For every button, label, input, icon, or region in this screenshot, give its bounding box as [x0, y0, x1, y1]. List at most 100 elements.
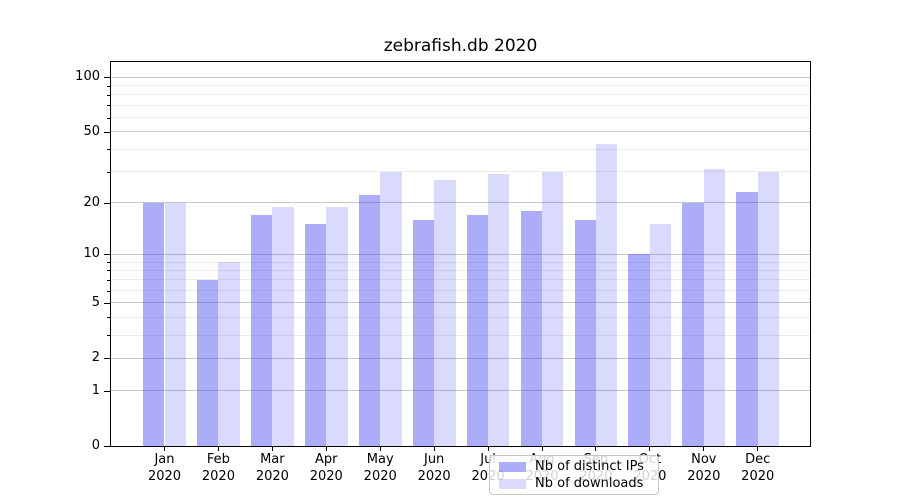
chart-title: zebrafish.db 2020 — [383, 36, 538, 56]
bar-distinct-ips-nov — [682, 202, 704, 446]
bar-downloads-may — [380, 171, 402, 446]
y-minor-tick-90 — [107, 85, 110, 87]
y-minor-tick-70 — [107, 105, 110, 107]
x-tick-mar — [271, 446, 273, 451]
x-tick-month: Apr — [315, 452, 338, 467]
bar-distinct-ips-feb — [197, 279, 219, 446]
x-tick-year: 2020 — [255, 468, 289, 484]
y-minor-tick-4 — [107, 317, 110, 319]
y-tick-0 — [104, 446, 110, 447]
y-tick-50 — [104, 131, 110, 133]
bar-downloads-mar — [272, 206, 294, 446]
y-minor-tick-80 — [107, 94, 110, 96]
x-tick-month: Mar — [260, 452, 285, 467]
bar-downloads-nov — [703, 169, 726, 446]
y-tick-label-0: 0 — [91, 438, 100, 453]
x-tick-year: 2020 — [309, 468, 343, 484]
bar-distinct-ips-jun — [412, 219, 435, 446]
bar-downloads-jul — [488, 174, 510, 446]
bar-downloads-apr — [326, 206, 348, 446]
gridline-minor-9 — [111, 261, 810, 263]
x-tick-label-jan: Jan 2020 — [133, 452, 197, 485]
x-tick-jul — [487, 446, 489, 451]
y-tick-10 — [104, 254, 110, 256]
plot-area: Nb of distinct IPs Nb of downloads — [110, 61, 811, 495]
x-tick-apr — [325, 446, 327, 451]
legend-swatch-distinct-ips — [499, 461, 526, 472]
bar-distinct-ips-jul — [466, 215, 489, 446]
bar-downloads-sep — [595, 143, 618, 446]
x-tick-year: 2020 — [417, 468, 451, 484]
gridline-major-20 — [111, 202, 810, 204]
gridline-minor-8 — [111, 269, 810, 271]
gridline-minor-60 — [111, 117, 810, 119]
gridline-major-100 — [111, 76, 810, 78]
y-tick-label-100: 100 — [75, 69, 100, 85]
gridline-major-5 — [111, 302, 810, 304]
x-tick-month: Jan — [154, 452, 175, 467]
bar-downloads-oct — [649, 224, 672, 446]
x-tick-may — [379, 446, 381, 451]
x-tick-year: 2020 — [687, 468, 721, 484]
y-tick-label-1: 1 — [91, 382, 100, 398]
legend-entry-downloads: Nb of downloads — [499, 476, 658, 492]
y-tick-label-2: 2 — [91, 350, 100, 366]
x-tick-oct — [649, 446, 651, 451]
legend: Nb of distinct IPs Nb of downloads — [489, 455, 659, 495]
x-tick-month: Dec — [745, 452, 771, 467]
x-tick-label-nov: Nov 2020 — [672, 452, 736, 485]
x-tick-month: Jun — [423, 452, 445, 467]
bar-distinct-ips-aug — [520, 210, 542, 446]
x-tick-nov — [703, 446, 705, 451]
x-tick-sep — [595, 446, 597, 451]
x-tick-month: May — [366, 452, 394, 467]
x-tick-label-feb: Feb 2020 — [186, 452, 250, 485]
gridline-minor-70 — [111, 104, 810, 106]
gridline-minor-6 — [111, 290, 810, 292]
y-minor-tick-7 — [107, 279, 110, 281]
x-tick-label-may: May 2020 — [348, 452, 412, 485]
x-tick-jan — [164, 446, 165, 451]
x-tick-label-jun: Jun 2020 — [402, 452, 466, 485]
legend-label-downloads: Nb of downloads — [535, 475, 644, 491]
y-tick-2 — [104, 358, 110, 360]
y-minor-tick-60 — [107, 117, 110, 119]
bar-distinct-ips-oct — [628, 254, 650, 446]
x-tick-month: Nov — [691, 452, 717, 467]
x-tick-feb — [217, 446, 219, 451]
bar-downloads-aug — [542, 171, 564, 446]
y-tick-label-10: 10 — [83, 246, 100, 262]
y-minor-tick-3 — [107, 335, 110, 337]
bar-distinct-ips-dec — [736, 192, 758, 446]
y-tick-1 — [104, 390, 110, 392]
gridline-minor-4 — [111, 316, 810, 318]
gridline-major-50 — [111, 131, 810, 133]
y-minor-tick-6 — [107, 290, 110, 292]
gridline-major-10 — [111, 253, 810, 255]
y-tick-5 — [104, 302, 110, 304]
bar-distinct-ips-jan — [143, 202, 165, 446]
bar-downloads-jan — [164, 202, 186, 446]
bar-distinct-ips-apr — [304, 224, 327, 446]
bar-distinct-ips-sep — [574, 219, 596, 446]
y-minor-tick-9 — [107, 262, 110, 263]
x-tick-label-apr: Apr 2020 — [294, 452, 358, 485]
legend-swatch-downloads — [499, 478, 526, 489]
y-tick-label-50: 50 — [83, 123, 100, 139]
y-minor-tick-30 — [107, 171, 110, 173]
y-tick-label-5: 5 — [91, 294, 100, 310]
x-tick-year: 2020 — [363, 468, 397, 484]
x-tick-dec — [757, 446, 759, 451]
gridline-major-1 — [111, 390, 810, 392]
legend-label-distinct-ips: Nb of distinct IPs — [535, 458, 644, 474]
gridline-minor-40 — [111, 148, 810, 150]
bar-distinct-ips-may — [358, 195, 381, 446]
bar-downloads-dec — [757, 171, 780, 446]
bar-downloads-feb — [218, 262, 240, 446]
bar-distinct-ips-mar — [250, 215, 273, 446]
legend-entry-distinct-ips: Nb of distinct IPs — [499, 459, 658, 475]
x-tick-year: 2020 — [201, 468, 235, 484]
x-tick-year: 2020 — [741, 468, 775, 484]
x-tick-aug — [541, 446, 543, 451]
